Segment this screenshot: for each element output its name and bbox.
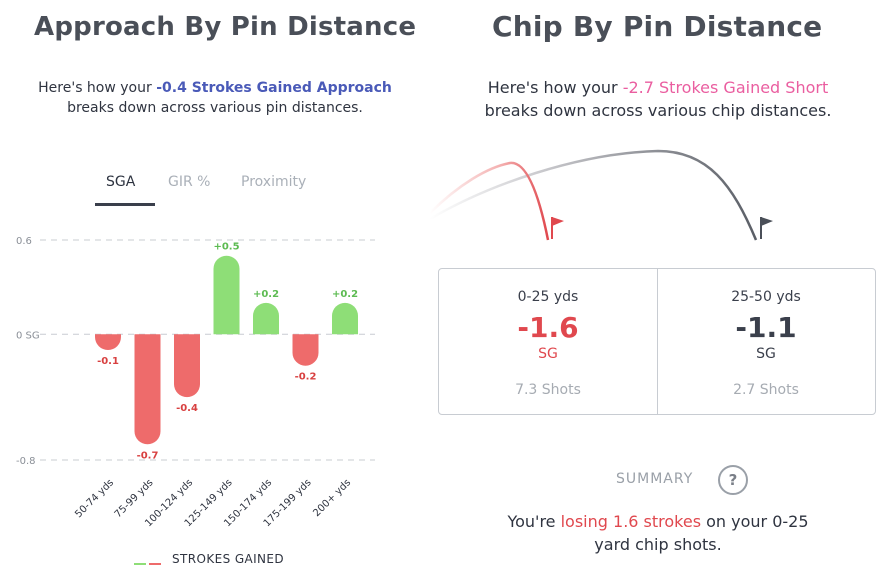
chip-trajectory-illustration (429, 149, 773, 241)
y-tick-label: 0 SG (16, 330, 40, 341)
y-tick-label: -0.8 (16, 456, 36, 467)
chip-subtitle: Here's how your -2.7 Strokes Gained Shor… (440, 76, 876, 122)
summary-pre: You're (507, 512, 561, 531)
summary-post: on your 0-25 (701, 512, 809, 531)
bar-125-149-yds (213, 255, 240, 335)
bar-value-label: -0.1 (97, 356, 119, 367)
card-range: 25-50 yds (731, 289, 801, 305)
card-sg-unit: SG (538, 346, 558, 362)
summary-highlight: losing 1.6 strokes (560, 512, 702, 531)
legend-swatch (134, 553, 162, 572)
approach-subtitle-pre: Here's how your (38, 80, 157, 96)
help-icon[interactable]: ? (718, 465, 748, 495)
summary-text: You're losing 1.6 strokes on your 0-25 y… (440, 510, 876, 556)
tab-proximity[interactable]: Proximity (241, 174, 307, 190)
bar-value-label: +0.2 (332, 289, 358, 300)
bar-100-124-yds (174, 334, 200, 398)
bar-50-74-yds (95, 334, 121, 350)
red-flag-icon (551, 217, 564, 239)
card-sg-unit: SG (756, 346, 776, 362)
tab-gir[interactable]: GIR % (168, 174, 211, 190)
chip-sg-value: -2.7 Strokes Gained Short (622, 78, 829, 97)
approach-title: Approach By Pin Distance (34, 12, 417, 42)
bar-value-label: -0.7 (137, 450, 159, 461)
card-sg-value: -1.6 (517, 311, 579, 344)
card-25-50: 25-50 yds -1.1 SG 2.7 Shots (657, 269, 875, 414)
tab-active-underline (95, 203, 155, 206)
card-0-25: 0-25 yds -1.6 SG 7.3 Shots (439, 269, 658, 414)
bar-value-label: -0.4 (176, 403, 198, 414)
bar-150-174-yds (253, 302, 279, 335)
x-tick-label: 50-74 yds (73, 477, 116, 520)
bar-175-199-yds (292, 334, 319, 366)
chip-subtitle-pre: Here's how your (487, 78, 623, 97)
chip-subtitle-post: breaks down across various chip distance… (484, 101, 832, 120)
chip-title: Chip By Pin Distance (492, 10, 823, 43)
sg-bar-chart: 0.6 0 SG -0.8 -0.1 50-74 yds -0.7 75-99 yds -0.… (16, 236, 375, 529)
short-chip-path (429, 161, 550, 241)
long-chip-path (429, 149, 758, 241)
card-sg-value: -1.1 (735, 311, 797, 344)
card-range: 0-25 yds (517, 289, 579, 305)
summary-label: SUMMARY (616, 471, 694, 487)
x-tick-label: 200+ yds (311, 477, 353, 519)
approach-subtitle-post: breaks down across various pin distances… (67, 100, 363, 116)
summary-line2: yard chip shots. (594, 535, 722, 554)
legend-label: STROKES GAINED (172, 552, 285, 566)
y-tick-label: 0.6 (16, 236, 32, 247)
chip-distance-cards: 0-25 yds -1.6 SG 7.3 Shots 25-50 yds -1.… (438, 268, 876, 415)
tab-sga[interactable]: SGA (106, 174, 136, 190)
bar-200-yds (332, 302, 358, 335)
bar-value-label: +0.5 (213, 242, 239, 253)
approach-subtitle: Here's how your -0.4 Strokes Gained Appr… (0, 78, 430, 118)
bar-value-label: +0.2 (253, 289, 279, 300)
bar-value-label: -0.2 (295, 372, 317, 383)
bar-75-99-yds (134, 334, 161, 445)
card-shots: 7.3 Shots (515, 382, 581, 398)
approach-sg-value: -0.4 Strokes Gained Approach (156, 80, 392, 96)
card-shots: 2.7 Shots (733, 382, 799, 398)
legend-swatch-icon (134, 563, 161, 565)
gray-flag-icon (760, 217, 773, 239)
x-tick-label: 75-99 yds (113, 477, 156, 520)
